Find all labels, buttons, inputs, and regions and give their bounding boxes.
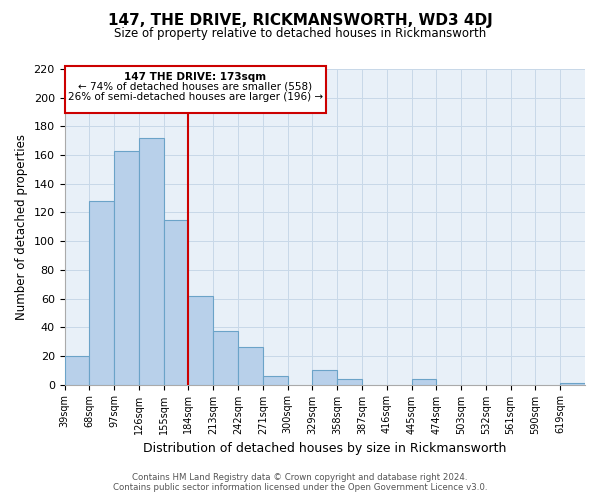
Bar [164, 220, 188, 384]
Bar [65, 356, 89, 384]
X-axis label: Distribution of detached houses by size in Rickmansworth: Distribution of detached houses by size … [143, 442, 506, 455]
Bar [188, 296, 213, 384]
Text: 147 THE DRIVE: 173sqm: 147 THE DRIVE: 173sqm [124, 72, 266, 82]
Bar [139, 138, 164, 384]
Bar [89, 201, 114, 384]
Text: ← 74% of detached houses are smaller (558): ← 74% of detached houses are smaller (55… [78, 82, 313, 92]
Bar [238, 348, 263, 385]
Bar [313, 370, 337, 384]
Bar [560, 383, 585, 384]
Y-axis label: Number of detached properties: Number of detached properties [15, 134, 28, 320]
Text: Size of property relative to detached houses in Rickmansworth: Size of property relative to detached ho… [114, 28, 486, 40]
Bar [337, 379, 362, 384]
Bar [263, 376, 287, 384]
Text: Contains HM Land Registry data © Crown copyright and database right 2024.
Contai: Contains HM Land Registry data © Crown c… [113, 473, 487, 492]
Text: 147, THE DRIVE, RICKMANSWORTH, WD3 4DJ: 147, THE DRIVE, RICKMANSWORTH, WD3 4DJ [107, 12, 493, 28]
Bar [412, 379, 436, 384]
Bar [114, 151, 139, 384]
Text: 26% of semi-detached houses are larger (196) →: 26% of semi-detached houses are larger (… [68, 92, 323, 102]
Bar [213, 332, 238, 384]
FancyBboxPatch shape [65, 66, 326, 114]
